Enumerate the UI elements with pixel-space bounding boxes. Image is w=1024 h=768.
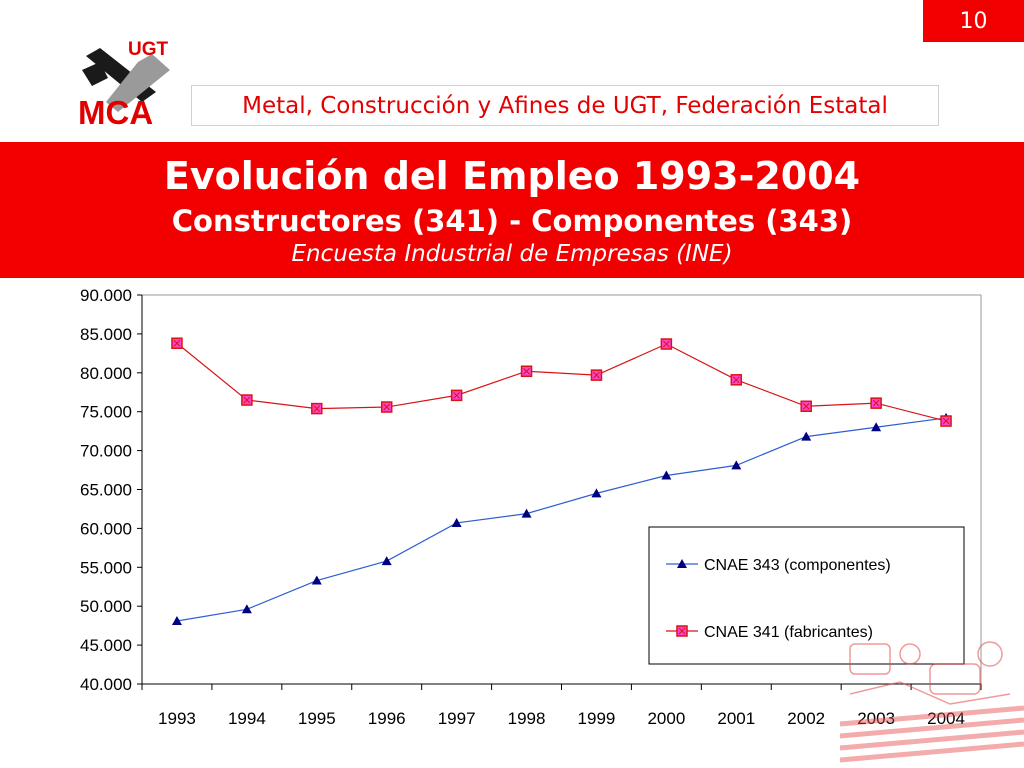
legend-label: CNAE 341 (fabricantes)	[704, 624, 873, 641]
series-fabricantes	[171, 337, 952, 427]
legend-item: CNAE 341 (fabricantes)	[666, 624, 873, 641]
x-tick-label: 1997	[438, 709, 476, 728]
data-point	[241, 604, 252, 614]
data-point-cross	[453, 392, 460, 399]
factory-decoration	[840, 641, 1024, 763]
data-point-cross	[523, 367, 530, 375]
organization-name: Metal, Construcción y Afines de UGT, Fed…	[242, 92, 888, 119]
data-point-cross	[678, 627, 686, 635]
data-point-cross	[173, 339, 181, 347]
y-tick-label: 75.000	[80, 403, 132, 422]
y-tick-label: 90.000	[80, 286, 132, 305]
x-tick-label: 1993	[158, 709, 196, 728]
x-tick-label: 2004	[927, 709, 965, 728]
y-tick-label: 65.000	[80, 481, 132, 500]
legend-box	[648, 526, 965, 665]
x-tick-label: 2003	[857, 709, 895, 728]
slide-subtitle: Constructores (341) - Componentes (343)	[171, 204, 853, 238]
data-point-cross	[383, 403, 391, 411]
data-source: Encuesta Industrial de Empresas (INE)	[291, 241, 733, 267]
data-point-cross	[593, 371, 600, 379]
x-tick-label: 1999	[578, 709, 616, 728]
y-tick-label: 70.000	[80, 442, 132, 461]
slide-title: Evolución del Empleo 1993-2004	[163, 154, 861, 198]
x-tick-label: 1998	[508, 709, 546, 728]
y-tick-label: 80.000	[80, 364, 132, 383]
logo-top-text: UGT	[128, 40, 169, 60]
y-tick-label: 45.000	[80, 636, 132, 655]
data-point	[871, 422, 882, 432]
data-point-cross	[872, 399, 880, 407]
series-line	[176, 417, 947, 622]
data-point	[731, 460, 742, 470]
x-tick-label: 1996	[368, 709, 406, 728]
data-point-cross	[802, 402, 810, 410]
x-tick-label: 2000	[647, 709, 685, 728]
page-number: 10	[923, 0, 1024, 42]
x-tick-label: 2002	[787, 709, 825, 728]
logo-bottom-text: MCA	[78, 94, 153, 126]
data-point-cross	[942, 417, 950, 425]
data-point	[661, 470, 672, 480]
ugt-mca-logo: UGT MCA	[78, 40, 170, 126]
x-tick-label: 1995	[298, 709, 336, 728]
y-tick-label: 55.000	[80, 558, 132, 577]
data-point	[677, 559, 687, 568]
y-tick-label: 40.000	[80, 675, 132, 694]
data-point	[311, 575, 322, 585]
data-point-cross	[243, 396, 251, 404]
x-tick-label: 1994	[228, 709, 266, 728]
chart-legend: CNAE 343 (componentes) CNAE 341 (fabrican…	[648, 526, 965, 665]
data-point-cross	[313, 405, 321, 412]
data-point	[381, 556, 392, 566]
legend-label: CNAE 343 (componentes)	[704, 557, 891, 574]
data-point	[801, 431, 812, 441]
data-point-cross	[732, 376, 740, 384]
data-point	[451, 517, 462, 527]
title-banner: Evolución del Empleo 1993-2004 Construct…	[0, 142, 1024, 278]
series-componentes	[171, 412, 952, 625]
data-point	[521, 508, 532, 518]
employment-line-chart: 40.000 45.000 50.000 55.000 60.000 65.000 70.0…	[80, 286, 982, 728]
series-line	[176, 342, 947, 422]
organization-box: Metal, Construcción y Afines de UGT, Fed…	[191, 85, 939, 126]
data-point	[591, 488, 602, 498]
data-point-cross	[663, 340, 670, 348]
data-point	[171, 615, 182, 625]
y-tick-label: 60.000	[80, 519, 132, 538]
legend-item: CNAE 343 (componentes)	[666, 557, 891, 574]
y-tick-label: 50.000	[80, 597, 132, 616]
x-tick-label: 2001	[717, 709, 755, 728]
y-tick-label: 85.000	[80, 325, 132, 344]
